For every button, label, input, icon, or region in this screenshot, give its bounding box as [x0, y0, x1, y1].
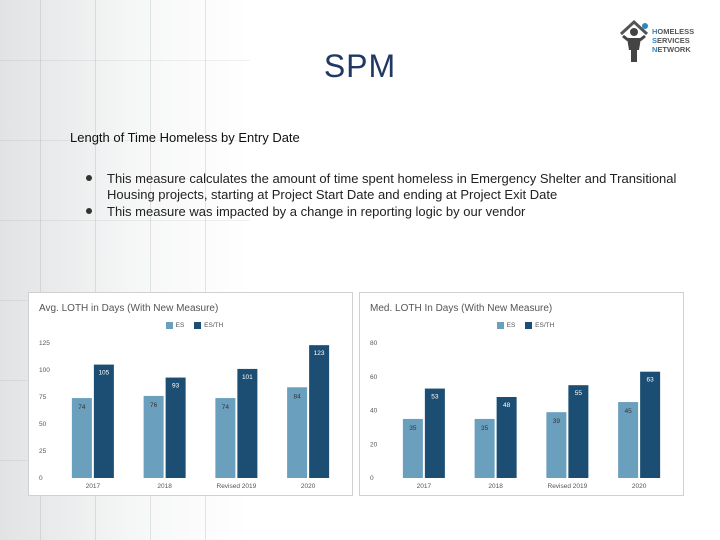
bar-esth — [640, 371, 661, 478]
bullet-text: This measure was impacted by a change in… — [107, 204, 526, 219]
data-label: 48 — [503, 402, 511, 409]
data-label: 93 — [172, 383, 180, 390]
data-label: 35 — [409, 425, 417, 432]
y-tick-label: 0 — [39, 475, 43, 482]
chart-title: Med. LOTH In Days (With New Measure) — [370, 303, 553, 314]
y-tick-label: 0 — [370, 475, 374, 482]
y-tick-label: 50 — [39, 421, 47, 428]
y-tick-label: 25 — [39, 448, 47, 455]
bar-es — [143, 395, 164, 478]
y-tick-label: 80 — [370, 340, 378, 347]
legend-swatch-es — [496, 322, 504, 329]
logo-initial-n: N — [652, 45, 658, 54]
x-tick-label: 2020 — [301, 483, 316, 490]
x-tick-label: Revised 2019 — [548, 483, 588, 490]
data-label: 74 — [222, 404, 230, 411]
house-person-icon — [619, 19, 649, 62]
homeless-services-network-logo: HOMELESS SERVICES NETWORK — [618, 18, 710, 68]
logo-line-1: OMELESS — [657, 27, 695, 36]
data-label: 53 — [431, 394, 439, 401]
med-loth-chart: Med. LOTH In Days (With New Measure) ES … — [359, 292, 684, 496]
bar-esth — [424, 388, 445, 478]
data-label: 101 — [242, 374, 253, 381]
bar-es — [474, 418, 495, 478]
data-label: 74 — [78, 404, 86, 411]
bullet-item: This measure calculates the amount of ti… — [86, 171, 686, 203]
bar-esth — [309, 345, 330, 478]
x-tick-label: 2018 — [488, 483, 503, 490]
slide-title: SPM — [323, 48, 397, 84]
bar-esth — [496, 397, 517, 478]
legend-swatch-esth — [525, 322, 533, 329]
data-label: 84 — [294, 393, 302, 400]
bullet-item: This measure was impacted by a change in… — [86, 204, 686, 220]
logo-initial-h: H — [652, 27, 658, 36]
data-label: 123 — [314, 350, 325, 357]
y-tick-label: 40 — [370, 408, 378, 415]
bar-es — [546, 412, 567, 478]
data-label: 39 — [553, 418, 561, 425]
y-tick-label: 60 — [370, 374, 378, 381]
bar-esth — [237, 368, 258, 478]
chart-plot: 0 25 50 75 100 125 74 105 2017 76 93 2018 74 101 Revis… — [39, 340, 330, 490]
data-label: 63 — [647, 377, 655, 384]
data-label: 55 — [575, 390, 583, 397]
x-tick-label: 2018 — [157, 483, 172, 490]
avg-loth-chart: Avg. LOTH in Days (With New Measure) ES … — [28, 292, 353, 496]
legend-label-esth: ES/TH — [535, 322, 555, 330]
y-tick-label: 75 — [39, 394, 47, 401]
legend-label-es: ES — [175, 322, 185, 330]
bar-esth — [568, 385, 589, 478]
bar-esth — [93, 364, 114, 478]
bullet-dot-icon — [86, 175, 92, 181]
bar-es — [402, 418, 423, 478]
legend-label-esth: ES/TH — [204, 322, 224, 330]
bar-es — [71, 398, 92, 478]
slide-subtitle: Length of Time Homeless by Entry Date — [70, 130, 300, 145]
chart-plot: 0 20 40 60 80 35 53 2017 35 48 2018 39 55 Revised 201… — [370, 340, 661, 490]
bullet-list: This measure calculates the amount of ti… — [86, 171, 686, 221]
legend-label-es: ES — [506, 322, 516, 330]
logo-initial-s: S — [652, 36, 658, 45]
data-label: 45 — [625, 408, 633, 415]
bar-esth — [165, 377, 186, 478]
y-tick-label: 125 — [39, 340, 50, 347]
bullet-dot-icon — [86, 208, 92, 214]
logo-line-3: ETWORK — [657, 45, 691, 54]
logo-line-2: ERVICES — [657, 36, 690, 45]
chart-legend: ES ES/TH — [360, 322, 683, 329]
bullet-text: This measure calculates the amount of ti… — [107, 171, 677, 202]
y-tick-label: 100 — [39, 367, 50, 374]
data-label: 35 — [481, 425, 489, 432]
data-label: 105 — [98, 370, 109, 377]
legend-swatch-es — [165, 322, 173, 329]
bar-es — [215, 398, 236, 478]
bar-es — [618, 402, 639, 478]
x-tick-label: 2017 — [417, 483, 432, 490]
chart-title: Avg. LOTH in Days (With New Measure) — [39, 303, 219, 314]
x-tick-label: Revised 2019 — [217, 483, 257, 490]
legend-swatch-esth — [194, 322, 202, 329]
x-tick-label: 2020 — [632, 483, 647, 490]
data-label: 76 — [150, 402, 158, 409]
chart-legend: ES ES/TH — [29, 322, 352, 329]
bar-es — [287, 387, 308, 478]
x-tick-label: 2017 — [86, 483, 101, 490]
y-tick-label: 20 — [370, 441, 378, 448]
